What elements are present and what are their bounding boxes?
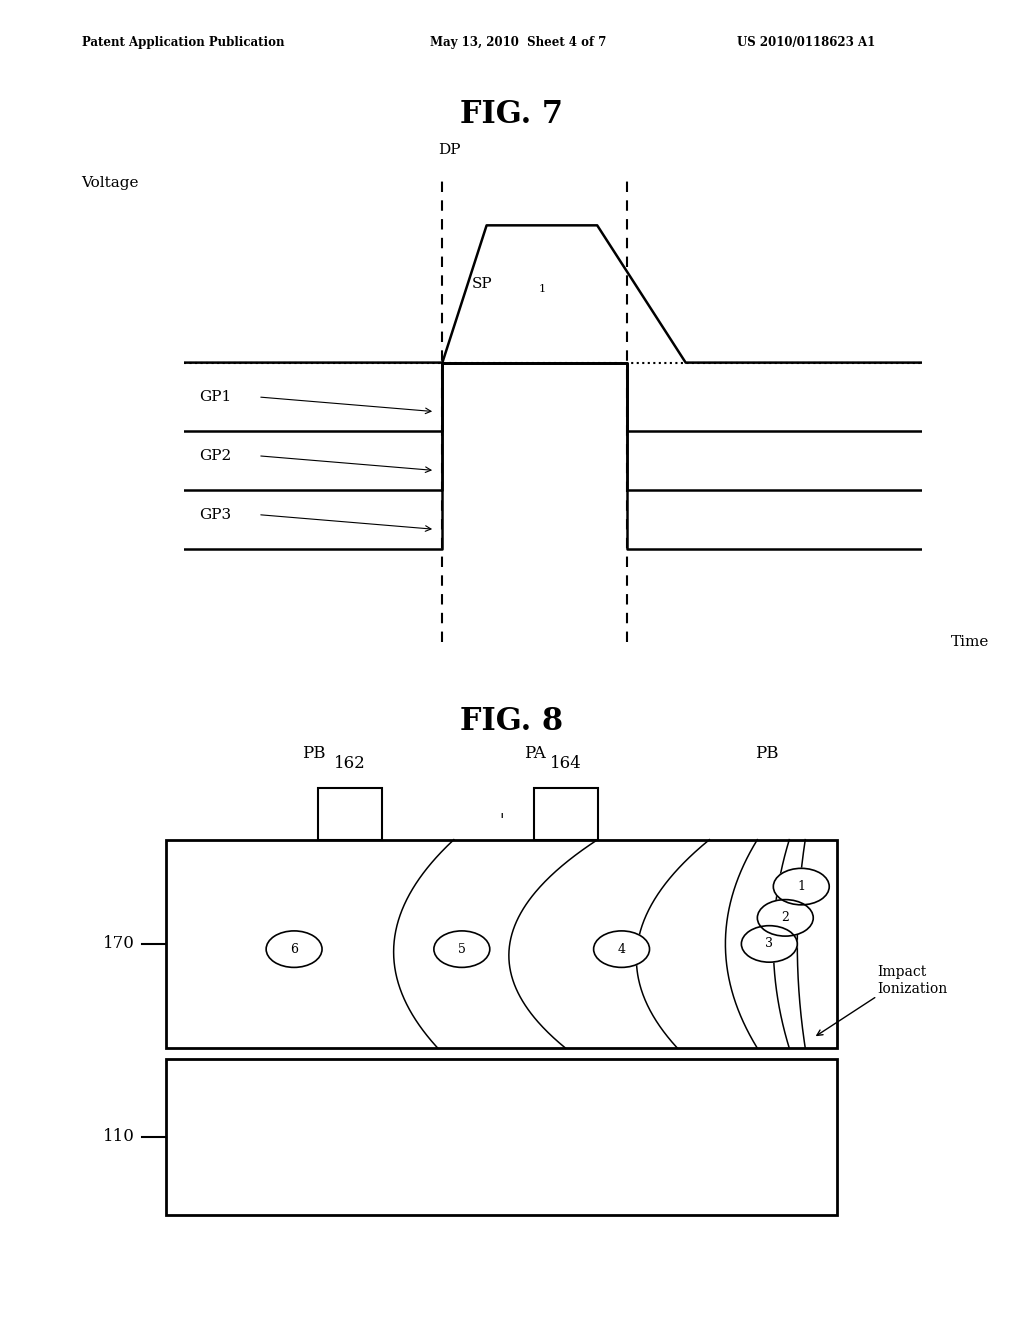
Text: GP3: GP3: [199, 508, 231, 521]
Circle shape: [266, 931, 322, 968]
Bar: [166, 840, 838, 1048]
Text: 110: 110: [102, 1129, 134, 1146]
Bar: [318, 788, 382, 840]
Bar: [166, 1059, 838, 1214]
Text: 170: 170: [102, 936, 134, 953]
Text: May 13, 2010  Sheet 4 of 7: May 13, 2010 Sheet 4 of 7: [430, 36, 606, 49]
Bar: [534, 788, 598, 840]
Text: FIG. 8: FIG. 8: [461, 706, 563, 737]
Circle shape: [741, 925, 798, 962]
Text: PA: PA: [523, 744, 546, 762]
Text: FIG. 7: FIG. 7: [461, 99, 563, 129]
Text: Time: Time: [951, 635, 989, 649]
Text: 164: 164: [550, 755, 582, 772]
Text: 3: 3: [765, 937, 773, 950]
Text: 6: 6: [290, 942, 298, 956]
Text: GP2: GP2: [199, 449, 231, 463]
Circle shape: [434, 931, 489, 968]
Text: PB: PB: [302, 744, 325, 762]
Text: Voltage: Voltage: [81, 177, 138, 190]
Text: 2: 2: [781, 911, 790, 924]
Text: GP1: GP1: [199, 389, 231, 404]
Text: 5: 5: [458, 942, 466, 956]
Circle shape: [594, 931, 649, 968]
Text: Patent Application Publication: Patent Application Publication: [82, 36, 285, 49]
Text: ': ': [500, 812, 504, 829]
Text: PB: PB: [755, 744, 778, 762]
Circle shape: [758, 900, 813, 936]
Text: 1: 1: [539, 284, 546, 294]
Text: 1: 1: [798, 880, 805, 894]
Circle shape: [773, 869, 829, 904]
Text: DP: DP: [438, 143, 461, 157]
Text: US 2010/0118623 A1: US 2010/0118623 A1: [737, 36, 876, 49]
Text: 162: 162: [334, 755, 366, 772]
Text: Impact
Ionization: Impact Ionization: [878, 965, 947, 995]
Text: SP: SP: [472, 277, 493, 292]
Text: 4: 4: [617, 942, 626, 956]
